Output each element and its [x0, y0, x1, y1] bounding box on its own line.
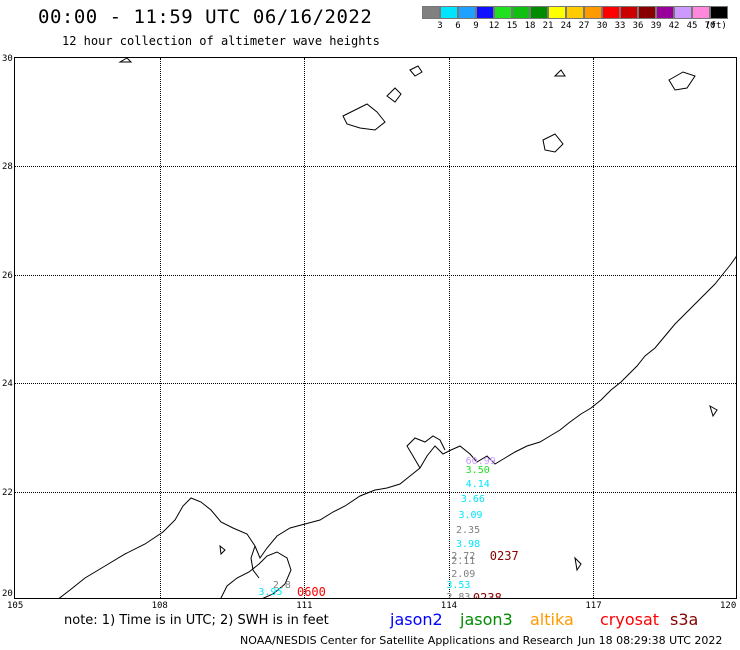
wave-height-value: 3.95 — [258, 587, 283, 599]
grid-line-lat — [15, 383, 736, 385]
grid-line-lon — [304, 58, 306, 598]
satellite-name-s3a: s3a — [670, 610, 699, 629]
grid-line-lon — [593, 58, 595, 598]
wave-height-value: 4.14 — [465, 478, 490, 490]
map-title: 00:00 - 11:59 UTC 06/16/2022 — [38, 6, 373, 28]
legend-swatch — [476, 6, 494, 19]
pass-time-label: 0600 — [296, 584, 326, 599]
wave-height-value: 3.66 — [460, 493, 485, 505]
longitude-tick-label: 108 — [151, 601, 168, 611]
pass-time-label: 0238 — [472, 591, 502, 599]
wave-height-value: 2.09 — [451, 568, 476, 580]
legend-swatch — [602, 6, 620, 19]
legend-swatch — [710, 6, 728, 19]
legend-swatch — [530, 6, 548, 19]
color-legend: 3 6 9 12 15 18 21 24 27 30 33 36 39 42 45 70 (ft) — [422, 6, 738, 36]
legend-swatch — [638, 6, 656, 19]
credit-line: NOAA/NESDIS Center for Satellite Applica… — [240, 634, 574, 647]
legend-swatch — [566, 6, 584, 19]
legend-unit: (ft) — [705, 21, 727, 31]
wave-height-value: 2.72 — [451, 550, 476, 562]
grid-line-lat — [15, 274, 736, 276]
latitude-tick-label: 30 — [2, 54, 13, 64]
pass-time-label: 0237 — [489, 548, 519, 563]
wave-height-value: 60.99 — [465, 455, 496, 467]
latitude-tick-label: 28 — [2, 162, 13, 173]
longitude-tick-label: 117 — [585, 601, 602, 611]
legend-label: 36 — [632, 21, 644, 31]
wave-height-value: 3.50 — [465, 465, 490, 476]
satellite-name-jason2: jason2 — [390, 610, 443, 629]
satellite-name-jason3: jason3 — [460, 610, 513, 629]
legend-swatch — [494, 6, 512, 19]
legend-label: 3 — [437, 21, 443, 31]
wave-height-value: 3.98 — [456, 538, 481, 550]
longitude-tick-label: 120 — [720, 601, 737, 611]
legend-label: 6 — [455, 21, 461, 31]
latitude-tick-label: 26 — [2, 270, 13, 281]
legend-swatch — [458, 6, 476, 19]
legend-label: 21 — [542, 21, 554, 31]
legend-label: 33 — [614, 21, 626, 31]
coastline — [58, 58, 736, 598]
legend-label: 27 — [578, 21, 590, 31]
footer-note: note: 1) Time is in UTC; 2) SWH is in fe… — [64, 613, 329, 628]
legend-swatch — [422, 6, 440, 19]
latitude-tick-label: 24 — [2, 379, 13, 390]
legend-label: 45 — [686, 21, 698, 31]
wave-height-value: 2.8 — [272, 580, 291, 592]
legend-swatch — [548, 6, 566, 19]
generation-timestamp: Jun 18 08:29:38 UTC 2022 — [578, 634, 723, 647]
legend-swatch — [656, 6, 674, 19]
grid-line-lat — [15, 166, 736, 168]
wave-height-value: 2.83 — [446, 592, 471, 599]
legend-label: 15 — [506, 21, 518, 31]
legend-label: 42 — [668, 21, 680, 31]
legend-label: 39 — [650, 21, 662, 31]
latitude-tick-label: 22 — [2, 487, 13, 498]
map-subtitle: 12 hour collection of altimeter wave hei… — [62, 34, 380, 48]
legend-label: 24 — [560, 21, 572, 31]
legend-label: 9 — [473, 21, 479, 31]
grid-line-lat — [15, 491, 736, 493]
longitude-tick-label: 105 — [7, 601, 24, 611]
legend-label: 70 — [704, 21, 716, 31]
legend-swatch — [512, 6, 530, 19]
longitude-tick-label: 111 — [296, 601, 313, 611]
grid-line-lon — [448, 58, 450, 598]
wave-height-value: 3.53 — [446, 580, 471, 592]
wave-height-value: 3.09 — [458, 509, 483, 521]
legend-swatch — [620, 6, 638, 19]
map-panel: 60.99 3.50 4.14 3.66 3.09 2.35 3.98 2.72 2.11 2.0… — [14, 57, 737, 599]
satellite-name-altika: altika — [530, 610, 574, 629]
legend-swatch — [584, 6, 602, 19]
legend-swatch — [674, 6, 692, 19]
satellite-name-cryosat: cryosat — [600, 610, 660, 629]
legend-swatch — [440, 6, 458, 19]
wave-height-value: 2.11 — [451, 556, 476, 568]
legend-swatch — [692, 6, 710, 19]
legend-label: 12 — [488, 21, 500, 31]
latitude-tick-label: 20 — [2, 589, 13, 599]
wave-height-value: 2.35 — [456, 525, 481, 537]
legend-label: 18 — [524, 21, 536, 31]
legend-label: 30 — [596, 21, 608, 31]
grid-line-lon — [159, 58, 161, 598]
longitude-tick-label: 114 — [440, 601, 458, 611]
